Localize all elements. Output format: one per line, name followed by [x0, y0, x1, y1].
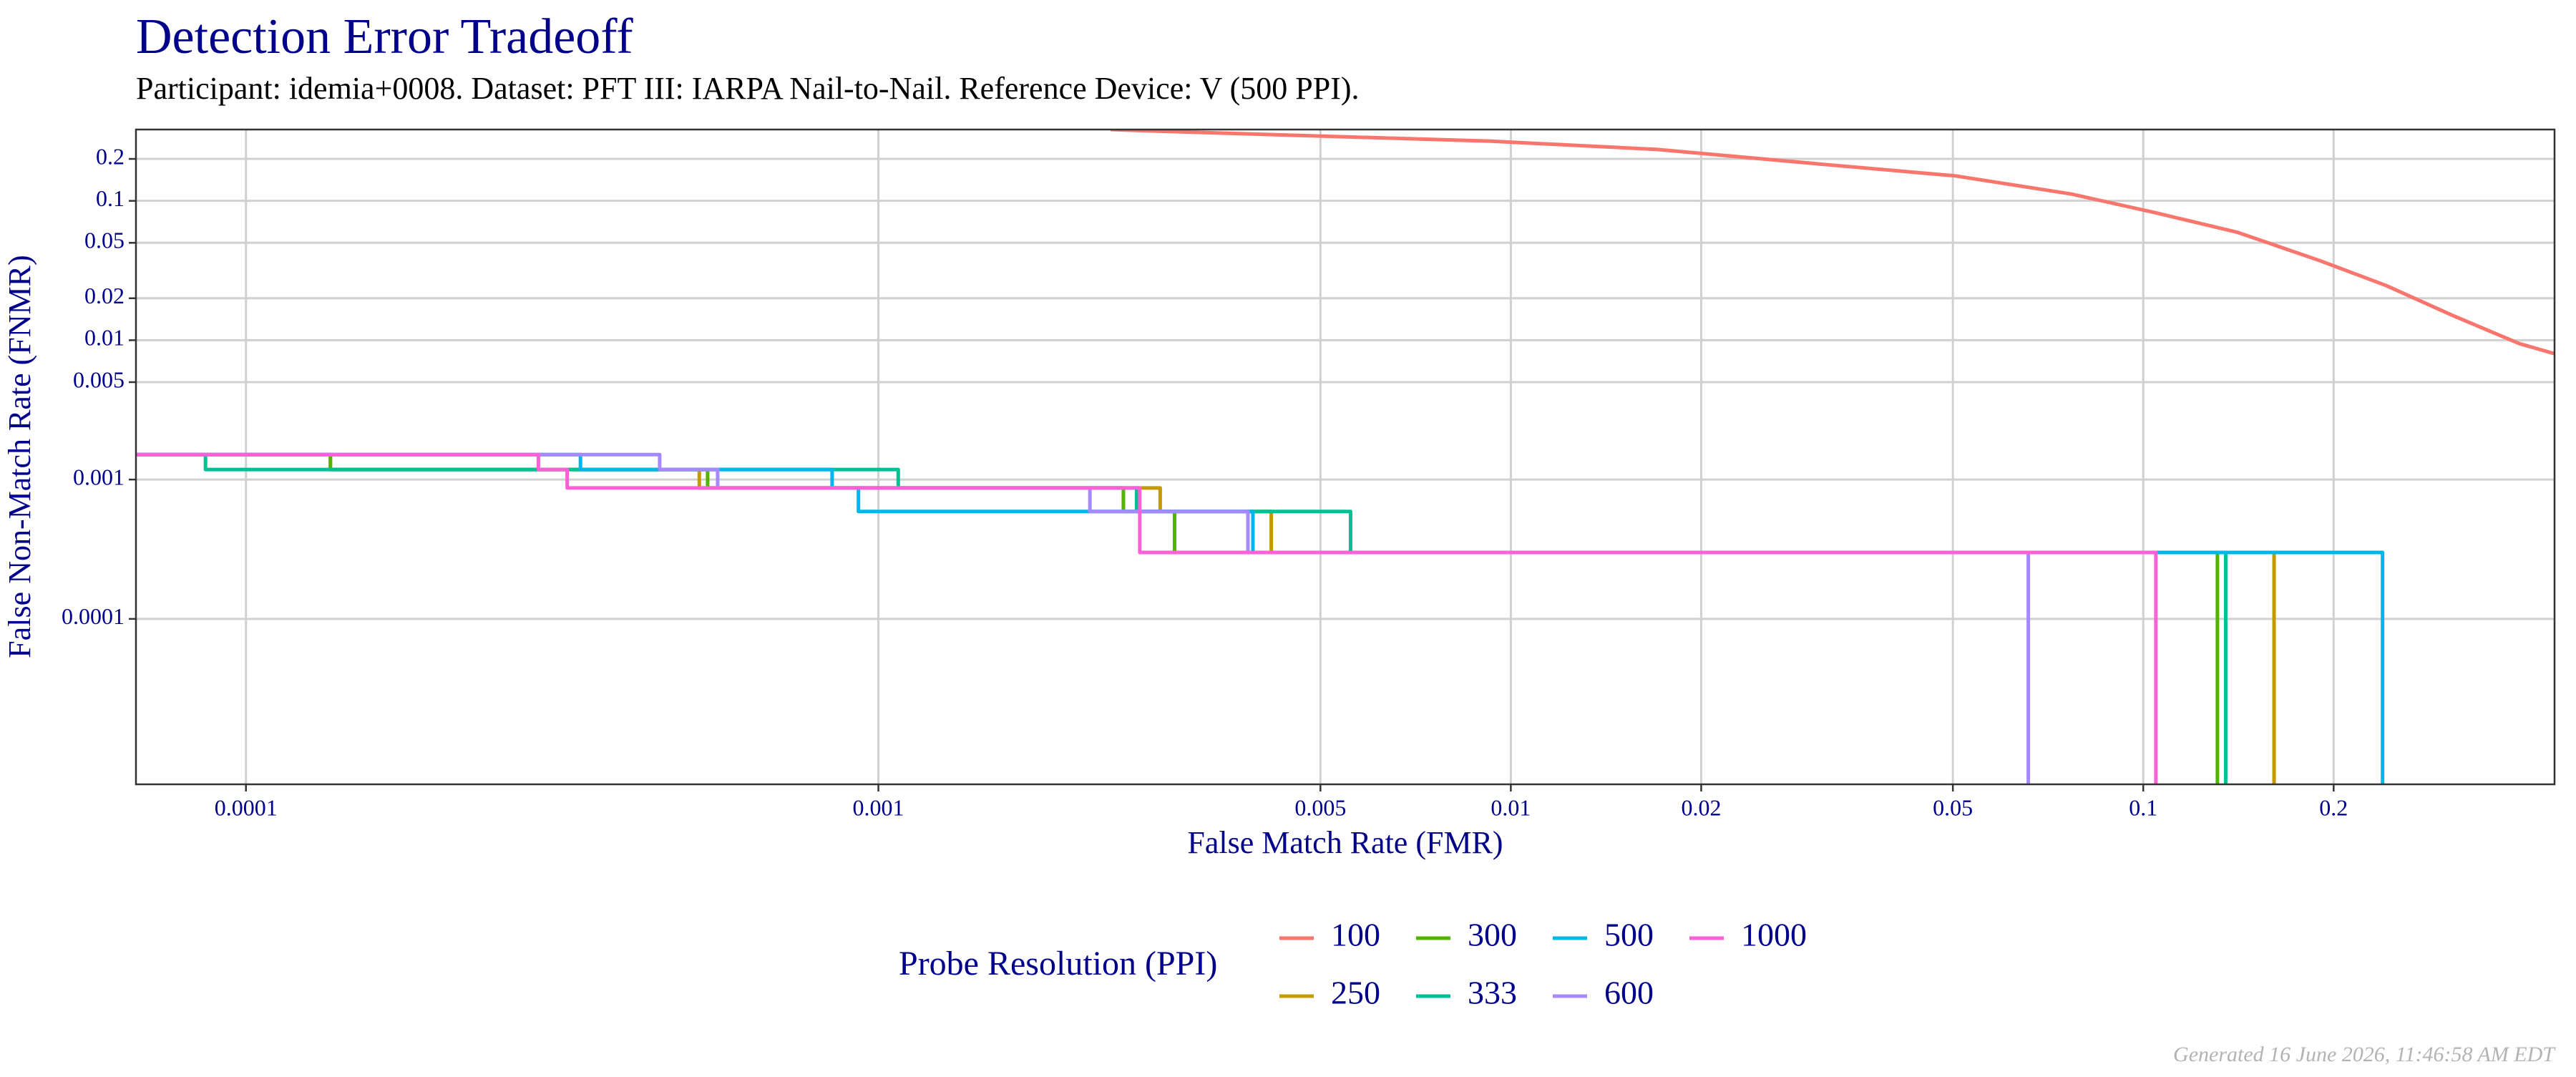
y-tick-label: 0.0001 [62, 603, 125, 629]
x-tick-label: 0.05 [1933, 794, 1973, 820]
y-axis-title: False Non-Match Rate (FNMR) [2, 255, 37, 658]
y-tick-label: 0.2 [96, 143, 125, 169]
chart-title: Detection Error Tradeoff [136, 9, 633, 64]
y-tick-label: 0.005 [73, 366, 125, 392]
x-axis-title: False Match Rate (FMR) [1187, 825, 1503, 860]
panel-border [135, 128, 2556, 786]
axes: 0.0001 0.001 0.005 0.01 0.02 0.05 0.1 0.2 0.0001… [62, 143, 2348, 820]
series-line [136, 452, 2158, 784]
x-tick-label: 0.2 [2319, 794, 2348, 820]
x-tick-label: 0.01 [1491, 794, 1531, 820]
plot-lines [136, 130, 2555, 784]
legend-title: Probe Resolution (PPI) [899, 945, 1217, 983]
y-tick-label: 0.1 [96, 185, 125, 211]
x-tick-label: 0.1 [2129, 794, 2157, 820]
legend-label: 600 [1604, 975, 1654, 1011]
legend-label: 250 [1331, 975, 1380, 1011]
x-tick-label: 0.0001 [215, 794, 278, 820]
legend-label: 300 [1468, 917, 1517, 953]
chart-subtitle: Participant: idemia+0008. Dataset: PFT I… [136, 71, 1360, 106]
x-tick-label: 0.02 [1681, 794, 1721, 820]
legend-label: 1000 [1741, 917, 1807, 953]
series-line [1111, 130, 2555, 356]
footer: Generated 16 June 2026, 11:46:58 AM EDT [2173, 1043, 2556, 1066]
grid [136, 130, 2555, 784]
x-tick-label: 0.005 [1294, 794, 1346, 820]
y-tick-label: 0.001 [73, 464, 125, 489]
legend: Probe Resolution (PPI) 100 250 300 333 500 600… [899, 917, 1807, 1011]
legend-label: 500 [1604, 917, 1654, 953]
legend-label: 333 [1468, 975, 1517, 1011]
y-tick-label: 0.05 [84, 228, 125, 253]
legend-label: 100 [1331, 917, 1380, 953]
y-tick-label: 0.01 [84, 325, 125, 351]
x-tick-label: 0.001 [853, 794, 904, 820]
y-tick-label: 0.02 [84, 283, 125, 308]
